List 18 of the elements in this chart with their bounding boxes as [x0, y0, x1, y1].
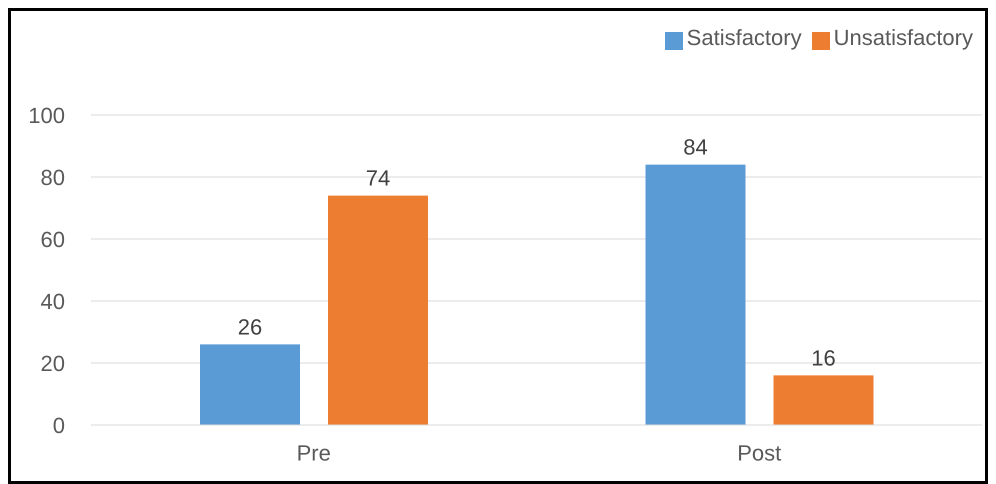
- bar: [646, 164, 746, 425]
- y-tick-label: 100: [28, 102, 65, 128]
- x-tick-label: Pre: [296, 440, 331, 466]
- y-tick-label: 80: [40, 164, 65, 190]
- bar: [328, 196, 428, 425]
- x-tick-label: Post: [737, 440, 782, 466]
- data-label: 16: [811, 345, 836, 370]
- y-tick-label: 0: [52, 412, 65, 438]
- y-tick-label: 40: [40, 288, 65, 314]
- bar: [200, 344, 300, 425]
- data-label: 74: [366, 166, 390, 191]
- data-label: 26: [238, 314, 262, 340]
- legend-label: Unsatisfactory: [834, 25, 973, 50]
- y-tick-label: 60: [40, 226, 65, 252]
- legend-label: Satisfactory: [686, 25, 802, 50]
- y-tick-label: 20: [40, 350, 65, 376]
- data-label: 84: [683, 134, 708, 160]
- bar: [774, 375, 874, 425]
